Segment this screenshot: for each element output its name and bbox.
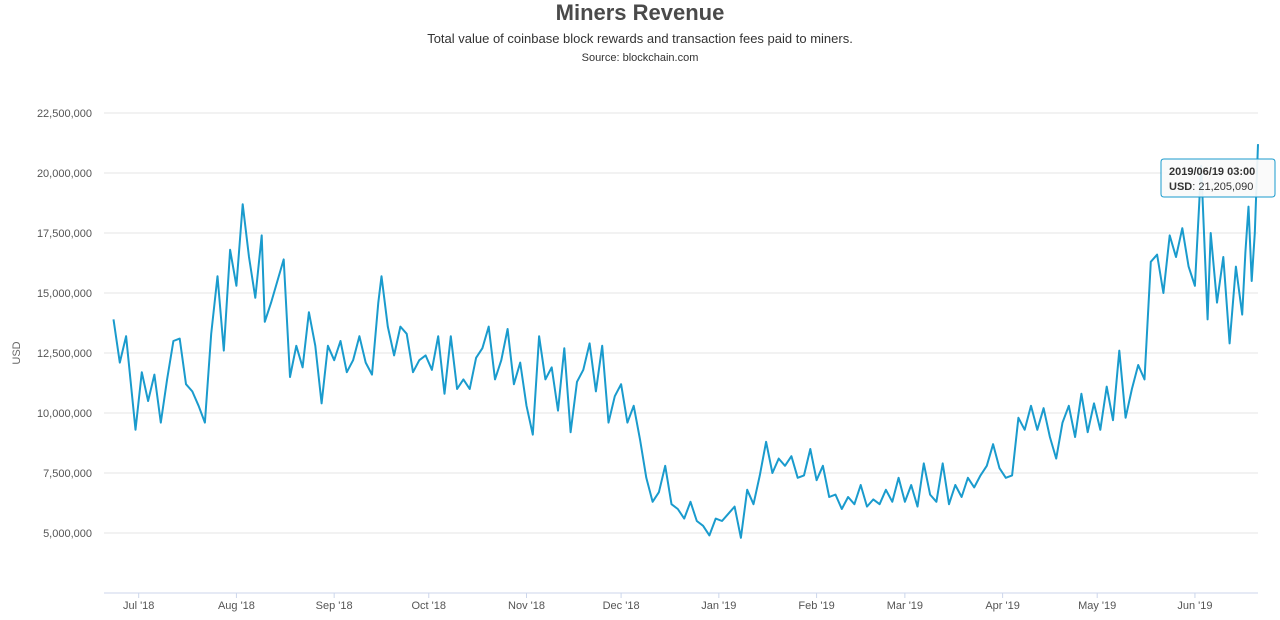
chart-title: Miners Revenue: [555, 0, 725, 25]
y-axis-title: USD: [11, 341, 23, 364]
tooltip-label: USD: [1169, 181, 1192, 193]
series-line[interactable]: [112, 144, 1259, 539]
tooltip-date: 2019/06/19 03:00: [1169, 166, 1255, 178]
tooltip: 2019/06/19 03:00 USD: 21,205,090: [1160, 158, 1276, 198]
x-tick-label: Apr '19: [985, 600, 1020, 612]
y-tick-label: 5,000,000: [43, 528, 92, 540]
x-axis-labels: Jul '18 Aug '18 Sep '18 Oct '18 Nov '18 Dec '…: [123, 593, 1213, 612]
x-tick-label: Feb '19: [798, 600, 834, 612]
series-layer: [112, 144, 1259, 539]
x-tick-label: Aug '18: [218, 600, 255, 612]
chart-subtitle: Total value of coinbase block rewards an…: [427, 31, 853, 46]
x-tick-label: Oct '18: [412, 600, 447, 612]
y-tick-label: 12,500,000: [37, 348, 92, 360]
y-tick-label: 15,000,000: [37, 288, 92, 300]
y-tick-label: 10,000,000: [37, 408, 92, 420]
x-tick-label: Mar '19: [887, 600, 923, 612]
y-tick-label: 7,500,000: [43, 468, 92, 480]
y-axis-labels: 5,000,000 7,500,000 10,000,000 12,500,000 15…: [37, 108, 92, 540]
y-tick-label: 20,000,000: [37, 168, 92, 180]
y-tick-label: 22,500,000: [37, 108, 92, 120]
x-tick-label: Jan '19: [701, 600, 736, 612]
x-tick-label: Sep '18: [316, 600, 353, 612]
tooltip-box: [1160, 158, 1276, 198]
chart-source: Source: blockchain.com: [581, 52, 699, 64]
y-tick-label: 17,500,000: [37, 228, 92, 240]
x-tick-label: Jun '19: [1177, 600, 1212, 612]
tooltip-value-line: USD: 21,205,090: [1169, 181, 1253, 193]
x-tick-label: May '19: [1078, 600, 1116, 612]
x-tick-label: Dec '18: [603, 600, 640, 612]
x-tick-label: Jul '18: [123, 600, 154, 612]
tooltip-value: 21,205,090: [1198, 181, 1253, 193]
grid-lines: [104, 112, 1258, 534]
x-tick-label: Nov '18: [508, 600, 545, 612]
